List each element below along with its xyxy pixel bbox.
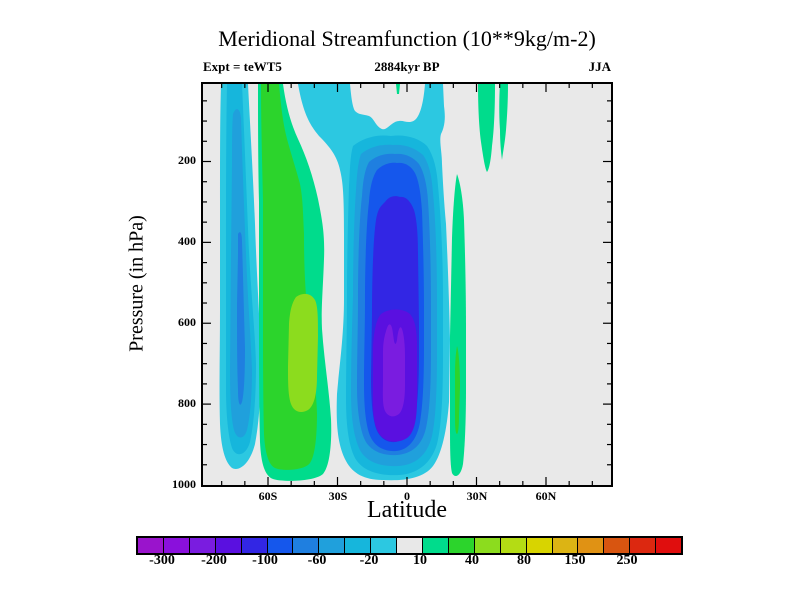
colorbar-label: 10 [413,553,427,568]
colorbar-segment [293,538,320,553]
chart-title: Meridional Streamfunction (10**9kg/m-2) [218,26,596,51]
y-tick-label: 200 [178,153,196,167]
colorbar-segment [241,538,268,553]
colorbar-label: -20 [359,553,379,568]
experiment-label: Expt = teWT5 [203,59,282,74]
colorbar-segment [397,538,423,553]
season-label: JJA [588,59,611,74]
y-tick-label: 400 [178,234,196,248]
y-axis-title: Pressure (in hPa) [125,215,148,352]
x-tick-label: 60S [258,489,278,503]
colorbar-segment [578,538,605,553]
x-tick-label: 60N [535,489,557,503]
x-tick-label: 30S [328,489,348,503]
colorbar-label: -200 [201,553,227,568]
ferrel-cell-core [288,293,318,412]
northern-sliver [450,174,466,476]
y-tick-label: 1000 [172,477,196,491]
y-tick-label: 800 [178,396,196,410]
colorbar-label: -60 [307,553,327,568]
antarctic-cell-core [237,232,245,405]
colorbar-segment [215,538,242,553]
colorbar-segment [604,538,631,553]
colorbar-segment [474,538,501,553]
colorbar-segment [267,538,294,553]
colorbar-label: 150 [564,553,586,568]
y-tick-label: 600 [178,315,196,329]
tropopause-speck [396,84,400,94]
colorbar-segment [448,538,475,553]
hadley-shell-m250 [382,324,405,417]
colorbar-label: 40 [465,553,479,568]
colorbar-segment [371,538,398,553]
colorbar-segment [630,538,657,553]
colorbar-segment [526,538,553,553]
colorbar-label: 250 [616,553,638,568]
axis-ticks [203,84,611,485]
colorbar-segment [656,538,682,553]
plot-svg [203,84,611,485]
colorbar-segment [189,538,216,553]
colorbar-segment [163,538,190,553]
colorbar-segment [422,538,449,553]
colorbar-label: 80 [517,553,531,568]
upper-drop-east [499,84,508,160]
x-axis-title: Latitude [367,497,447,523]
colorbar-segment [319,538,346,553]
colorbar-segment [552,538,579,553]
colorbar-segment [345,538,372,553]
colorbar-label: -100 [252,553,278,568]
upper-drop-west [478,84,495,172]
colorbar [136,536,683,555]
plot-area [201,82,613,487]
colorbar-segment [138,538,164,553]
x-tick-label: 30N [466,489,488,503]
date-label: 2884kyr BP [374,59,440,74]
colorbar-segment [500,538,527,553]
northern-sliver-core [455,346,460,434]
colorbar-label: -300 [149,553,175,568]
x-tick-label: 0 [404,489,410,503]
